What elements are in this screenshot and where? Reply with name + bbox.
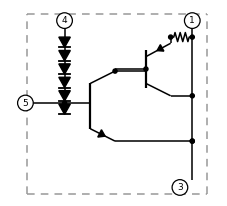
Polygon shape — [59, 91, 70, 101]
Circle shape — [184, 13, 199, 28]
Text: 4: 4 — [62, 16, 67, 25]
Circle shape — [112, 69, 117, 73]
Circle shape — [189, 139, 193, 143]
Circle shape — [189, 139, 193, 143]
Polygon shape — [59, 50, 70, 61]
Circle shape — [57, 13, 72, 28]
Circle shape — [143, 67, 147, 71]
Circle shape — [171, 180, 187, 195]
Polygon shape — [59, 77, 70, 88]
Text: 1: 1 — [189, 16, 194, 25]
Circle shape — [189, 94, 193, 98]
Circle shape — [189, 35, 193, 39]
Circle shape — [62, 101, 66, 105]
Circle shape — [168, 35, 172, 39]
Circle shape — [17, 95, 33, 111]
Text: 3: 3 — [176, 183, 182, 192]
Polygon shape — [156, 45, 163, 51]
Polygon shape — [59, 64, 70, 74]
Polygon shape — [59, 37, 70, 47]
Text: 5: 5 — [22, 98, 28, 108]
Polygon shape — [97, 130, 105, 137]
Polygon shape — [59, 104, 70, 114]
